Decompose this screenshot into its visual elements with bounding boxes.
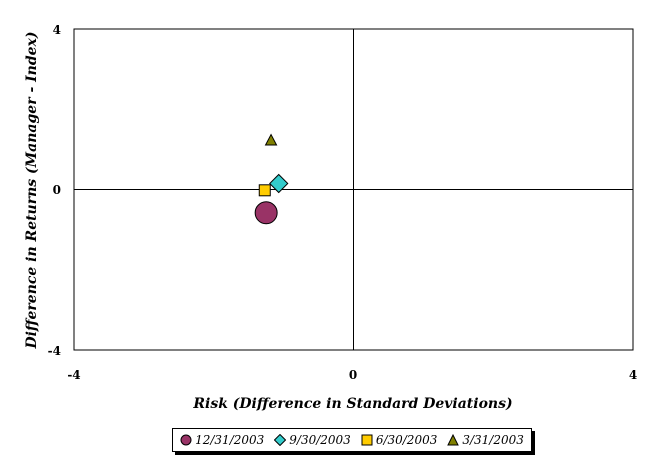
- marker-circle-12-31-2003: [254, 201, 278, 225]
- legend-square-marker: [361, 434, 373, 446]
- legend-diamond-marker: [274, 434, 287, 446]
- y-tick-bottom: -4: [48, 344, 61, 358]
- legend-item-12-31-2003: 12/31/2003: [180, 433, 264, 447]
- x-axis-title: Risk (Difference in Standard Deviations): [192, 396, 512, 412]
- legend-item-3-31-2003: 3/31/2003: [447, 433, 524, 447]
- legend-label: 6/30/2003: [375, 433, 438, 447]
- data-markers: [254, 133, 289, 225]
- marker-diamond-9-30-2003: [269, 173, 289, 194]
- marker-triangle-3-31-2003: [264, 133, 278, 146]
- legend-label: 3/31/2003: [462, 433, 524, 447]
- x-tick-left: -4: [67, 368, 80, 382]
- legend-label: 12/31/2003: [195, 433, 265, 447]
- marker-square-6-30-2003: [258, 184, 271, 197]
- y-axis-title: Difference in Returns (Manager - Index): [24, 31, 40, 349]
- x-tick-zero: 0: [349, 368, 357, 382]
- y-tick-top: 4: [53, 23, 61, 37]
- y-tick-zero: 0: [53, 183, 61, 197]
- x-tick-right: 4: [629, 368, 637, 382]
- legend-circle-marker: [180, 434, 192, 446]
- legend-triangle-marker: [447, 434, 460, 446]
- legend-item-6-30-2003: 6/30/2003: [361, 433, 438, 447]
- legend-item-9-30-2003: 9/30/2003: [274, 433, 351, 447]
- legend-label: 9/30/2003: [289, 433, 351, 447]
- legend: 12/31/2003 9/30/2003 6/30/2003 3/31/2003: [172, 428, 532, 452]
